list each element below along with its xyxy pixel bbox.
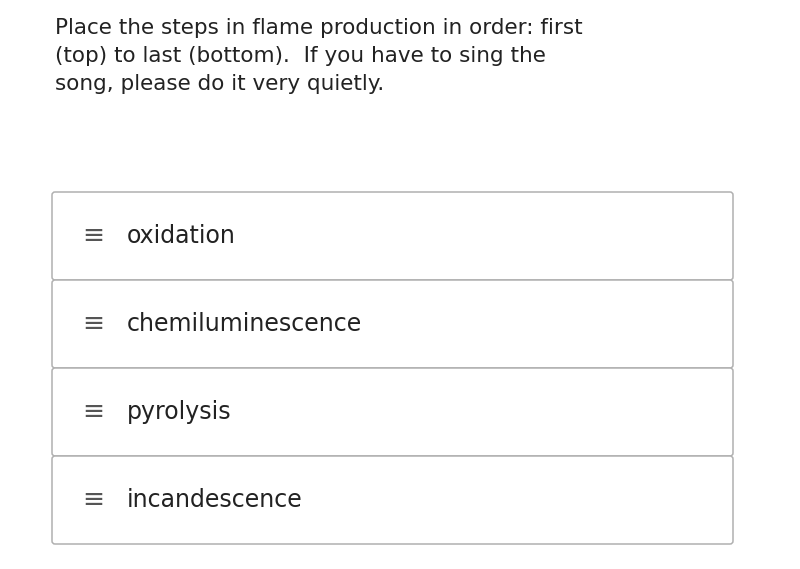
Text: ≡: ≡ (82, 399, 104, 425)
Text: chemiluminescence: chemiluminescence (127, 312, 362, 336)
FancyBboxPatch shape (52, 280, 733, 368)
Text: oxidation: oxidation (127, 224, 236, 248)
Text: pyrolysis: pyrolysis (127, 400, 232, 424)
Text: ≡: ≡ (82, 487, 104, 513)
FancyBboxPatch shape (52, 368, 733, 456)
Text: Place the steps in flame production in order: first
(top) to last (bottom).  If : Place the steps in flame production in o… (55, 18, 582, 94)
Text: incandescence: incandescence (127, 488, 302, 512)
Text: ≡: ≡ (82, 311, 104, 337)
FancyBboxPatch shape (52, 192, 733, 280)
Text: ≡: ≡ (82, 223, 104, 249)
FancyBboxPatch shape (52, 456, 733, 544)
